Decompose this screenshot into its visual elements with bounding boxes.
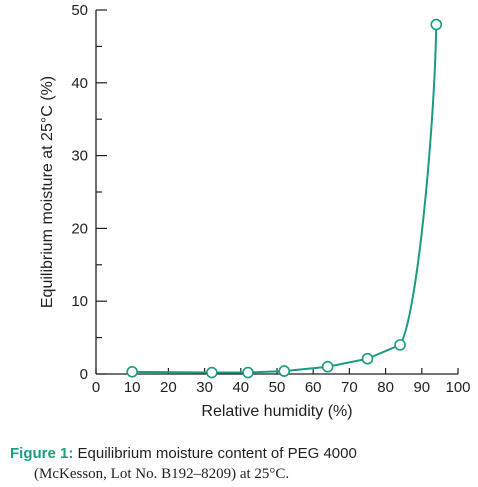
x-ticks [95, 368, 459, 374]
data-point [430, 18, 443, 31]
caption-label: Figure 1: [10, 445, 74, 462]
data-point [361, 352, 374, 365]
y-tick-label: 50 [71, 2, 88, 19]
x-tick-label: 0 [92, 379, 100, 396]
y-tick-label: 20 [71, 220, 88, 237]
data-markers [126, 18, 443, 379]
moisture-chart: 0 10 20 30 40 50 0 10 20 30 40 50 60 70 80 90 100 Relat… [39, 2, 471, 420]
y-tick-label: 30 [71, 148, 88, 165]
figure-caption: Figure 1: Equilibrium moisture content o… [10, 444, 470, 484]
x-tick-label: 90 [413, 379, 430, 396]
y-tick-label: 10 [71, 293, 88, 310]
data-point [206, 366, 218, 379]
x-tick-label: 50 [269, 379, 286, 396]
x-tick-label: 10 [124, 379, 141, 396]
data-point [242, 366, 254, 379]
x-tick-label: 80 [377, 379, 394, 396]
x-tick-labels: 0 10 20 30 40 50 60 70 80 90 100 [92, 379, 471, 396]
caption-line-1: Equilibrium moisture content of PEG 4000 [73, 445, 357, 462]
y-axis-title: Equilibrium moisture at 25°C (%) [39, 76, 56, 308]
x-tick-label: 30 [196, 379, 213, 396]
data-point [394, 339, 406, 351]
data-point [126, 366, 138, 378]
series-line [132, 24, 438, 374]
x-tick-label: 100 [445, 379, 470, 396]
data-point [278, 365, 291, 377]
x-tick-label: 40 [232, 379, 249, 396]
caption-line-2: (McKesson, Lot No. B192–8209) at 25°C. [34, 466, 290, 482]
y-tick-labels: 0 10 20 30 40 50 [71, 2, 88, 383]
y-tick-label: 0 [80, 366, 88, 383]
data-point [321, 360, 334, 373]
x-tick-label: 20 [160, 379, 177, 396]
x-tick-label: 70 [341, 379, 358, 396]
x-tick-label: 60 [305, 379, 322, 396]
y-tick-label: 40 [71, 75, 88, 92]
x-axis-title: Relative humidity (%) [201, 403, 352, 420]
y-ticks [96, 9, 107, 375]
